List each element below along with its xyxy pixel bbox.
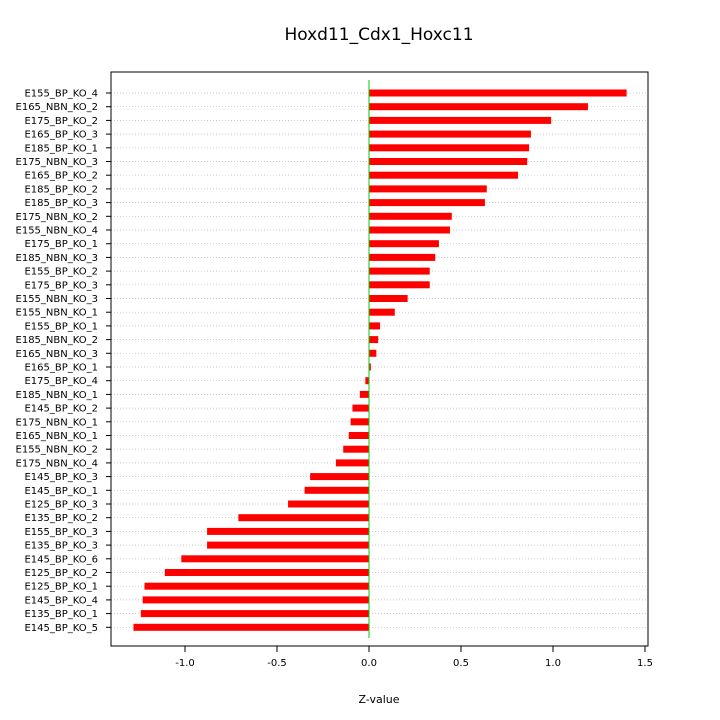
y-tick-label: E145_BP_KO_4 [24,595,98,606]
bar [207,541,369,549]
y-tick-label: E135_BP_KO_2 [24,513,98,524]
x-tick-label: 0.0 [361,658,377,669]
y-tick-label: E155_NBN_KO_4 [16,226,98,237]
bar [304,486,369,494]
grid-lines [111,92,648,628]
y-tick-label: E175_NBN_KO_4 [16,458,98,469]
bar [369,185,487,193]
y-tick-label: E175_NBN_KO_1 [16,417,98,428]
bar [369,144,530,152]
bar [310,473,369,481]
y-tick-label: E125_BP_KO_1 [24,582,98,593]
x-tick-label: -1.0 [175,658,195,669]
bar [365,377,369,385]
bar [369,240,439,248]
y-tick-label: E135_BP_KO_1 [24,609,98,620]
y-tick-label: E135_BP_KO_3 [24,541,98,552]
y-tick-label: E145_BP_KO_1 [24,486,98,497]
y-tick-label: E185_BP_KO_1 [24,143,98,154]
y-tick-label: E175_BP_KO_1 [24,239,98,250]
bar [352,404,369,412]
x-tick-label: 0.5 [453,658,469,669]
y-tick-label: E145_BP_KO_2 [24,404,98,415]
bar [343,445,369,453]
x-axis: -1.0 -0.5 0.0 0.5 1.0 1.5 [175,646,653,669]
bar [288,500,369,508]
bar [369,253,436,261]
bar [144,582,369,590]
y-tick-label: E185_NBN_KO_3 [16,253,98,264]
y-tick-label: E185_NBN_KO_1 [16,390,98,401]
x-tick-label: -0.5 [267,658,287,669]
y-tick-label: E155_BP_KO_3 [24,527,98,538]
y-tick-label: E125_BP_KO_2 [24,568,98,579]
bar [133,623,369,631]
bar [369,130,531,138]
bar [142,596,369,604]
y-tick-label: E185_BP_KO_3 [24,198,98,209]
bar [369,199,485,207]
y-tick-label: E175_NBN_KO_2 [16,212,98,223]
y-tick-label: E155_NBN_KO_3 [16,294,98,305]
chart-title: Hoxd11_Cdx1_Hoxc11 [284,25,473,45]
y-tick-label: E175_BP_KO_2 [24,116,98,127]
bar [369,295,408,302]
y-tick-label: E155_NBN_KO_1 [16,308,98,319]
y-tick-label: E145_BP_KO_5 [24,623,98,634]
y-tick-label: E165_NBN_KO_2 [16,102,98,113]
y-tick-label: E165_NBN_KO_1 [16,431,98,442]
bar [369,349,377,357]
y-tick-label: E175_BP_KO_3 [24,280,98,291]
y-tick-label: E165_BP_KO_2 [24,171,98,182]
bar [369,267,430,275]
y-tick-label: E185_BP_KO_2 [24,184,98,195]
plot-frame [110,71,649,647]
bar [369,103,588,111]
y-tick-label: E185_NBN_KO_2 [16,335,98,346]
y-tick-label: E145_BP_KO_3 [24,472,98,483]
x-tick-label: 1.5 [637,658,653,669]
bar [369,308,395,316]
bar [369,158,528,165]
y-tick-label: E155_BP_KO_4 [24,89,98,100]
y-tick-label: E175_NBN_KO_3 [16,157,98,168]
bar [369,336,379,344]
bars [133,89,627,631]
bar [207,527,369,535]
x-axis-label: Z-value [358,693,399,706]
y-tick-label: E145_BP_KO_6 [24,554,98,565]
bar [369,116,552,124]
bar [369,363,371,371]
y-tick-label: E155_BP_KO_1 [24,321,98,332]
bar [350,418,369,426]
bar [238,514,369,522]
bar [335,459,369,467]
bar [140,610,369,618]
bar [369,212,452,220]
bar [369,226,450,234]
bar [369,171,519,179]
y-tick-label: E155_BP_KO_2 [24,267,98,278]
bar [164,569,369,576]
y-tick-label: E165_NBN_KO_3 [16,349,98,360]
bar [181,555,369,563]
y-tick-label: E165_BP_KO_3 [24,130,98,141]
y-tick-label: E175_BP_KO_4 [24,376,98,387]
bar [369,89,627,97]
y-tick-label: E155_NBN_KO_2 [16,445,98,456]
y-tick-label: E165_BP_KO_1 [24,363,98,374]
bar [348,432,369,439]
y-tick-label: E125_BP_KO_3 [24,500,98,511]
y-axis-labels: E155_BP_KO_4 E165_NBN_KO_2 E175_BP_KO_2 E16… [16,89,111,634]
bar [359,390,369,398]
x-tick-label: 1.0 [545,658,561,669]
bar [369,322,381,330]
bar [369,281,430,289]
